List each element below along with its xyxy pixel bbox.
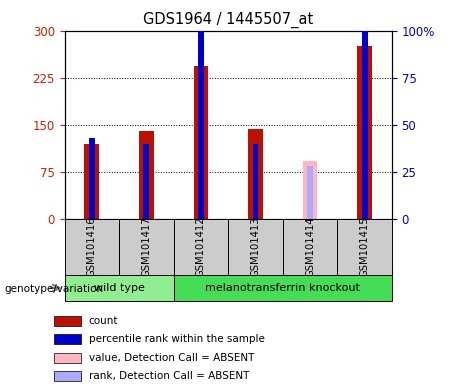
Bar xyxy=(307,166,313,219)
Bar xyxy=(248,129,263,219)
Bar xyxy=(228,219,283,275)
Bar xyxy=(139,131,154,219)
Text: genotype/variation: genotype/variation xyxy=(5,284,104,294)
Text: GSM101413: GSM101413 xyxy=(250,217,260,277)
Text: count: count xyxy=(89,316,118,326)
Bar xyxy=(174,275,392,301)
Text: GSM101416: GSM101416 xyxy=(87,217,97,277)
Text: melanotransferrin knockout: melanotransferrin knockout xyxy=(205,283,360,293)
Bar xyxy=(119,219,174,275)
Text: GSM101414: GSM101414 xyxy=(305,217,315,277)
Bar xyxy=(361,0,367,219)
Text: GSM101415: GSM101415 xyxy=(360,217,370,277)
Bar xyxy=(54,371,81,381)
Text: percentile rank within the sample: percentile rank within the sample xyxy=(89,334,265,344)
Bar xyxy=(143,144,149,219)
Text: GSM101412: GSM101412 xyxy=(196,217,206,277)
Bar xyxy=(194,66,208,219)
Text: rank, Detection Call = ABSENT: rank, Detection Call = ABSENT xyxy=(89,371,249,381)
Bar xyxy=(198,0,204,219)
Text: value, Detection Call = ABSENT: value, Detection Call = ABSENT xyxy=(89,353,254,363)
Bar xyxy=(65,275,174,301)
Bar xyxy=(89,138,95,219)
Bar xyxy=(174,219,228,275)
Bar xyxy=(357,46,372,219)
Bar xyxy=(337,219,392,275)
Bar xyxy=(54,334,81,344)
Bar xyxy=(253,144,259,219)
Bar xyxy=(283,219,337,275)
Title: GDS1964 / 1445507_at: GDS1964 / 1445507_at xyxy=(143,12,313,28)
Bar xyxy=(54,353,81,363)
Bar xyxy=(65,219,119,275)
Text: wild type: wild type xyxy=(94,283,145,293)
Bar xyxy=(54,316,81,326)
Text: GSM101417: GSM101417 xyxy=(142,217,151,277)
Bar xyxy=(303,161,317,219)
Bar xyxy=(84,144,99,219)
